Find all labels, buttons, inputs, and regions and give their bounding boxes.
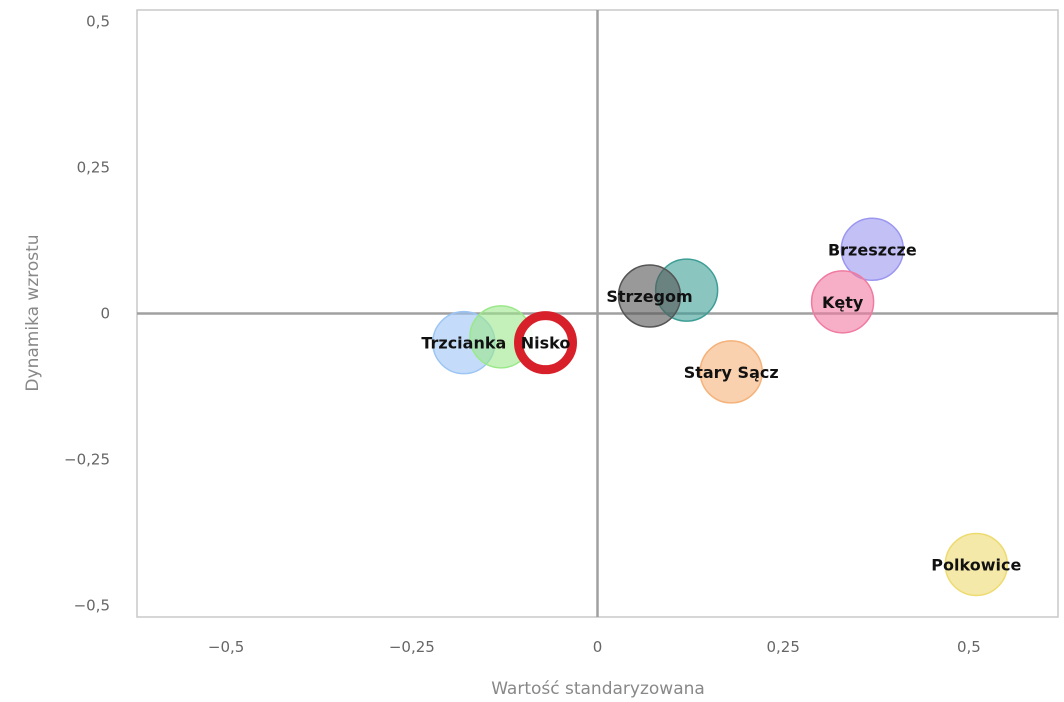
x-tick-label: 0,5 — [957, 638, 981, 656]
y-axis-title: Dynamika wzrostu — [23, 234, 43, 391]
bubble-label: Polkowice — [931, 555, 1021, 574]
y-tick-label: 0,5 — [86, 13, 110, 31]
bubble-point[interactable] — [840, 217, 905, 282]
x-tick-label: −0,5 — [208, 638, 244, 656]
x-tick-label: 0,25 — [766, 638, 799, 656]
y-tick-label: −0,25 — [64, 450, 110, 468]
bubble-label: Kęty — [822, 293, 864, 312]
bubble-label: Stary Sącz — [684, 363, 779, 382]
bubble-label: Trzcianka — [421, 334, 506, 353]
bubble-label: Nisko — [521, 334, 571, 353]
y-tick-label: 0,25 — [77, 159, 110, 177]
bubble-label: Brzeszcze — [828, 240, 917, 259]
bubble-label: Strzegom — [606, 287, 692, 306]
bubble-point[interactable] — [944, 532, 1009, 597]
x-axis-title: Wartość standaryzowana — [491, 679, 705, 699]
y-tick-label: 0 — [100, 305, 110, 323]
bubble-point[interactable] — [617, 264, 682, 328]
bubble-point[interactable] — [699, 340, 763, 404]
bubble-point[interactable] — [514, 311, 578, 375]
x-tick-label: −0,25 — [389, 638, 435, 656]
x-tick-label: 0 — [593, 638, 603, 656]
bubble-point[interactable] — [810, 270, 875, 334]
y-tick-label: −0,5 — [74, 596, 110, 614]
